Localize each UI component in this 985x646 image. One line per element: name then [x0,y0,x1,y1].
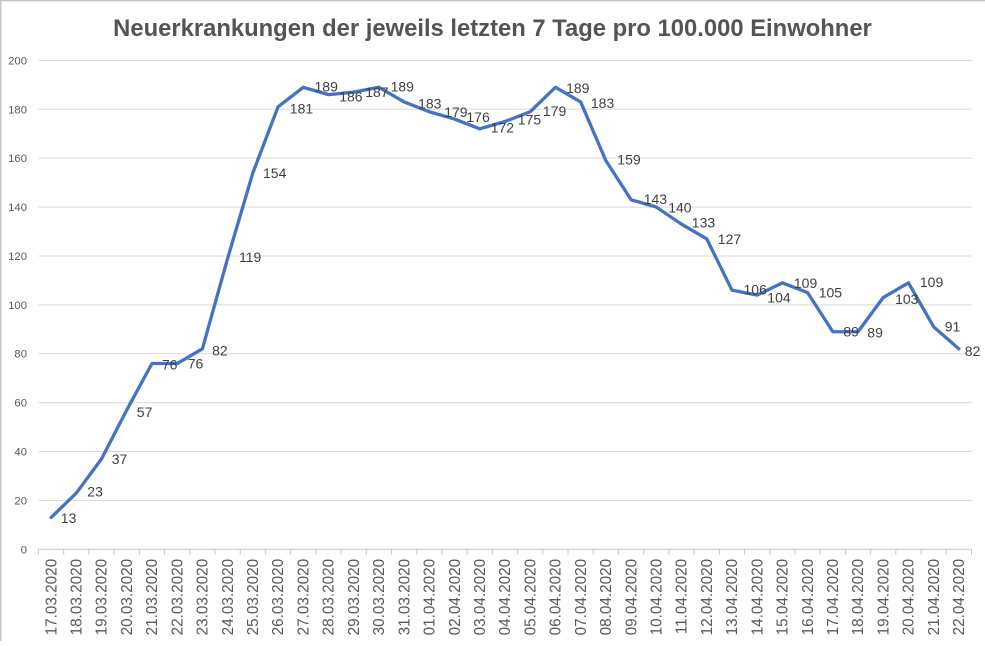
svg-text:154: 154 [263,165,287,181]
svg-text:23.03.2020: 23.03.2020 [195,559,212,636]
svg-text:159: 159 [617,151,641,167]
svg-text:21.03.2020: 21.03.2020 [144,559,161,636]
svg-text:04.04.2020: 04.04.2020 [497,559,514,636]
svg-text:80: 80 [14,349,27,361]
svg-text:27.03.2020: 27.03.2020 [295,559,312,636]
svg-text:100: 100 [8,300,27,312]
svg-text:119: 119 [239,249,262,265]
svg-text:10.04.2020: 10.04.2020 [649,559,666,636]
svg-text:09.04.2020: 09.04.2020 [623,559,640,636]
svg-text:07.04.2020: 07.04.2020 [573,559,590,636]
svg-text:186: 186 [339,89,363,105]
svg-text:24.03.2020: 24.03.2020 [220,559,237,636]
svg-text:30.03.2020: 30.03.2020 [371,559,388,636]
svg-text:82: 82 [212,342,228,358]
svg-text:17.03.2020: 17.03.2020 [43,559,60,636]
svg-text:103: 103 [895,291,919,307]
svg-text:82: 82 [965,343,981,359]
svg-text:29.03.2020: 29.03.2020 [346,559,363,636]
svg-text:120: 120 [8,251,27,263]
svg-text:133: 133 [692,214,716,230]
svg-text:127: 127 [718,231,742,247]
svg-text:25.03.2020: 25.03.2020 [245,559,262,636]
svg-text:109: 109 [794,275,818,291]
svg-text:76: 76 [188,356,204,372]
svg-text:22.03.2020: 22.03.2020 [169,559,186,636]
svg-text:19.04.2020: 19.04.2020 [875,559,892,636]
svg-text:40: 40 [14,447,27,459]
svg-text:140: 140 [668,199,692,215]
svg-text:15.04.2020: 15.04.2020 [775,559,792,636]
svg-text:18.04.2020: 18.04.2020 [850,559,867,636]
svg-text:Neuerkrankungen der jeweils le: Neuerkrankungen der jeweils letzten 7 Ta… [113,15,872,42]
svg-text:0: 0 [21,544,27,556]
svg-text:179: 179 [444,104,468,120]
svg-text:17.04.2020: 17.04.2020 [825,559,842,636]
svg-text:200: 200 [8,55,27,67]
svg-text:57: 57 [137,404,153,420]
svg-text:14.04.2020: 14.04.2020 [749,559,766,636]
svg-text:20.03.2020: 20.03.2020 [119,559,136,636]
svg-text:16.04.2020: 16.04.2020 [800,559,817,636]
svg-text:08.04.2020: 08.04.2020 [598,559,615,636]
svg-text:91: 91 [945,318,961,334]
svg-text:28.03.2020: 28.03.2020 [321,559,338,636]
svg-text:189: 189 [391,78,415,94]
svg-text:11.04.2020: 11.04.2020 [674,559,691,634]
svg-text:189: 189 [566,80,590,96]
svg-text:172: 172 [491,120,515,136]
svg-text:37: 37 [112,451,128,467]
svg-text:183: 183 [418,96,442,112]
svg-text:20: 20 [14,495,27,507]
svg-text:140: 140 [8,202,27,214]
svg-text:176: 176 [466,109,490,125]
svg-text:89: 89 [867,325,883,341]
svg-text:05.04.2020: 05.04.2020 [522,559,539,636]
svg-text:104: 104 [767,290,791,306]
svg-text:18.03.2020: 18.03.2020 [69,559,86,636]
svg-text:13.04.2020: 13.04.2020 [724,559,741,636]
svg-text:26.03.2020: 26.03.2020 [270,559,287,636]
svg-text:89: 89 [843,324,859,340]
svg-text:109: 109 [920,274,944,290]
svg-text:179: 179 [543,103,567,119]
svg-text:13: 13 [61,510,77,526]
svg-text:189: 189 [315,78,339,94]
svg-text:181: 181 [290,101,314,117]
svg-text:21.04.2020: 21.04.2020 [926,559,943,636]
svg-text:187: 187 [365,84,389,100]
svg-text:31.03.2020: 31.03.2020 [396,559,413,636]
svg-text:02.04.2020: 02.04.2020 [447,559,464,636]
svg-text:105: 105 [819,284,843,300]
svg-text:06.04.2020: 06.04.2020 [548,559,565,636]
svg-text:03.04.2020: 03.04.2020 [472,559,489,636]
svg-text:12.04.2020: 12.04.2020 [699,559,716,636]
svg-text:180: 180 [8,104,27,116]
svg-text:183: 183 [591,95,615,111]
svg-text:20.04.2020: 20.04.2020 [901,559,918,636]
svg-text:23: 23 [87,484,103,500]
svg-text:143: 143 [644,191,668,207]
svg-text:22.04.2020: 22.04.2020 [951,559,968,636]
svg-text:01.04.2020: 01.04.2020 [422,559,439,636]
svg-text:175: 175 [518,112,542,128]
svg-text:60: 60 [14,398,27,410]
svg-text:106: 106 [744,281,768,297]
svg-text:19.03.2020: 19.03.2020 [94,559,111,636]
svg-text:160: 160 [8,153,27,165]
svg-text:76: 76 [162,357,178,373]
